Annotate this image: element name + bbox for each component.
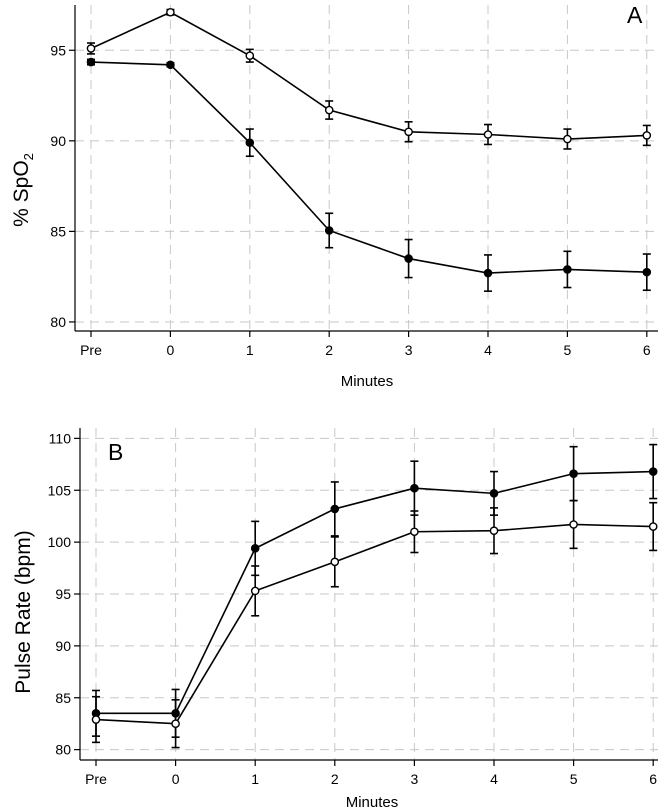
panel-a-y-tick-label: 95	[50, 42, 66, 58]
panel-b-x-tick-label: 5	[570, 771, 578, 787]
panel-a-y-tick-label: 90	[50, 133, 66, 149]
panel-a-axes	[69, 5, 658, 337]
panel-b-grid	[80, 428, 658, 760]
panel-b-point-filled	[250, 544, 260, 553]
panel-a-y-axis-title: % SpO2	[10, 153, 36, 227]
panel-a-x-tick-label: Pre	[80, 342, 102, 358]
panel-a-x-tick-label: 3	[405, 342, 413, 358]
panel-b-y-tick-label: 95	[55, 586, 71, 602]
panel-a-line-filled	[90, 61, 647, 274]
panel-b-line-open	[95, 523, 654, 725]
panel-a-x-tick-label: 0	[167, 342, 175, 358]
panel-a-x-axis-title: Minutes	[341, 373, 394, 390]
panel-a-point-filled	[324, 226, 334, 235]
panel-b-tick-labels: 80 85 90 95 100 105 110 Pre 0 1 2 3 4 5 6	[48, 430, 658, 787]
panel-a-point-filled	[483, 268, 493, 278]
panel-a-y-axis-title-main: % SpO	[10, 160, 33, 227]
panel-b-x-tick-label: 1	[251, 771, 259, 787]
panel-a-x-tick-label: 1	[246, 342, 254, 358]
panel-a-point-open	[245, 51, 255, 61]
panel-b-point-open	[489, 526, 499, 536]
panel-b-point-filled	[330, 504, 340, 514]
panel-b-y-tick-label: 105	[48, 482, 72, 498]
panel-a-y-tick-label: 85	[50, 223, 66, 239]
panel-b-point-filled	[410, 483, 419, 493]
panel-b-point-open	[569, 520, 578, 529]
panel-a-point-open	[563, 134, 572, 144]
panel-b-y-tick-label: 80	[55, 742, 71, 758]
panel-b-x-axis-title: Minutes	[346, 794, 399, 811]
panel-a-point-filled	[86, 57, 96, 67]
panel-a-point-open	[404, 127, 413, 137]
panel-a-point-filled	[166, 60, 175, 70]
panel-b-series	[91, 443, 658, 749]
panel-a-point-open	[642, 131, 652, 140]
panel-a-y-tick-label: 80	[50, 314, 66, 330]
panel-a-grid	[75, 5, 658, 331]
panel-a-point-filled	[404, 254, 413, 263]
panel-b-point-open	[648, 522, 658, 531]
panel-a-point-filled	[563, 265, 572, 274]
panel-a-point-filled	[642, 267, 652, 277]
panel-a-point-open	[483, 130, 493, 139]
panel-a-point-open	[86, 44, 96, 53]
panel-b-x-tick-label: Pre	[85, 771, 107, 787]
panel-a-point-filled	[245, 138, 255, 147]
panel-b-y-axis-title: Pulse Rate (bpm)	[12, 530, 35, 693]
panel-b-x-tick-label: 4	[490, 771, 498, 787]
panel-a-point-open	[324, 105, 334, 115]
panel-b-point-open	[171, 719, 180, 728]
panel-a-series	[86, 7, 652, 292]
panel-a-series-filled	[86, 57, 652, 292]
panel-b-point-open	[410, 527, 419, 537]
panel-b-series-filled	[91, 443, 658, 738]
panel-b-y-tick-label: 110	[49, 430, 72, 446]
panel-a-series-open	[86, 7, 652, 150]
panel-a-tick-labels: 80 85 90 95 Pre 0 1 2 3 4 5 6	[50, 42, 650, 358]
panel-b-x-tick-label: 0	[172, 771, 180, 787]
panel-a-letter: A	[627, 2, 643, 28]
panel-b-point-open	[91, 715, 101, 724]
panel-a-line-open	[90, 11, 647, 140]
panel-b-point-filled	[648, 467, 658, 476]
panel-b-y-tick-label: 100	[48, 534, 72, 550]
panel-a-x-tick-label: 5	[564, 342, 572, 358]
panel-b-letter: B	[108, 439, 123, 465]
panel-b-series-open	[91, 499, 658, 749]
panel-a-point-open	[166, 7, 175, 17]
panel-a-x-tick-label: 6	[643, 342, 651, 358]
panel-a-y-axis-title-subscript: 2	[21, 153, 36, 160]
panel-b-x-tick-label: 3	[411, 771, 419, 787]
panel-b-x-tick-label: 6	[649, 771, 657, 787]
panel-b-y-tick-label: 90	[55, 638, 71, 654]
panel-b-point-open	[330, 557, 340, 567]
panel-a-x-tick-label: 4	[484, 342, 492, 358]
panel-b-line-filled	[96, 470, 654, 715]
panel-b-x-tick-label: 2	[331, 771, 339, 787]
panel-b-y-tick-label: 85	[55, 690, 71, 706]
panel-b-point-open	[250, 586, 260, 596]
panel-b-axes	[74, 428, 658, 766]
panel-b-point-filled	[489, 489, 499, 498]
panel-b-pulse-chart: 80 85 90 95 100 105 110 Pre 0 1 2 3 4 5 6 B Minutes Pu…	[12, 428, 658, 811]
panel-a-x-tick-label: 2	[325, 342, 333, 358]
panel-b-point-filled	[569, 469, 578, 478]
